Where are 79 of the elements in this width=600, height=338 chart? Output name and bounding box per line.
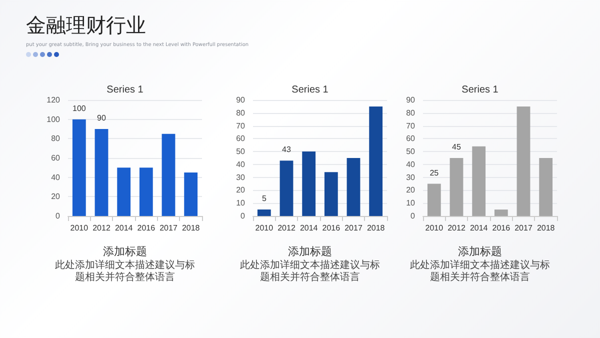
y-tick-label: 80 <box>406 108 416 118</box>
y-tick-label: 90 <box>236 96 246 104</box>
y-tick-label: 100 <box>46 114 61 124</box>
y-tick-label: 10 <box>236 198 246 208</box>
data-label: 43 <box>282 145 292 154</box>
x-tick-label: 2014 <box>114 224 134 232</box>
bar <box>494 210 508 216</box>
x-tick-label: 2012 <box>92 224 111 232</box>
bar <box>117 168 131 216</box>
x-tick-label: 2010 <box>70 224 89 232</box>
x-tick-label: 2017 <box>160 224 178 232</box>
data-label: 90 <box>97 114 106 122</box>
bar <box>324 172 338 216</box>
y-tick-label: 70 <box>406 121 416 130</box>
bar <box>94 129 108 216</box>
y-tick-label: 0 <box>410 212 416 220</box>
y-tick-label: 90 <box>406 96 416 104</box>
y-tick-label: 120 <box>46 96 61 104</box>
bar <box>450 158 464 216</box>
x-tick-label: 2018 <box>366 224 386 232</box>
bar <box>280 160 294 216</box>
data-label: 45 <box>452 142 462 152</box>
x-tick-label: 2016 <box>137 224 156 232</box>
bar <box>539 158 553 216</box>
bar <box>516 106 530 216</box>
x-tick-label: 2010 <box>255 224 274 232</box>
y-tick-label: 80 <box>236 108 246 118</box>
y-tick-label: 40 <box>236 160 246 169</box>
x-tick-label: 2017 <box>344 224 363 232</box>
x-tick-label: 2012 <box>278 224 296 232</box>
bar <box>302 152 316 216</box>
y-tick-label: 20 <box>406 186 416 195</box>
bar <box>72 119 86 216</box>
y-tick-label: 40 <box>51 172 61 182</box>
x-tick-label: 2014 <box>300 224 318 232</box>
bar <box>472 146 486 216</box>
x-tick-label: 2017 <box>514 224 533 232</box>
y-tick-label: 0 <box>56 212 61 220</box>
x-tick-label: 2010 <box>425 224 444 232</box>
y-tick-label: 60 <box>51 154 61 162</box>
data-label: 5 <box>262 194 267 204</box>
x-tick-label: 2018 <box>536 224 556 232</box>
y-tick-label: 70 <box>236 121 246 130</box>
data-label: 25 <box>430 168 440 178</box>
text: 金融理财行业 <box>26 12 147 39</box>
y-tick-label: 20 <box>51 192 61 202</box>
y-tick-label: 10 <box>406 198 416 208</box>
x-tick-label: 2018 <box>182 224 200 232</box>
y-tick-label: 30 <box>236 172 246 182</box>
y-tick-label: 30 <box>406 172 416 182</box>
text: 添加标题 <box>102 244 148 259</box>
bar <box>139 168 153 216</box>
bar <box>346 158 360 216</box>
y-tick-label: 40 <box>406 160 416 169</box>
bar <box>162 134 176 216</box>
y-tick-label: 0 <box>240 212 246 220</box>
x-tick-label: 2016 <box>322 224 341 232</box>
y-tick-label: 20 <box>236 186 246 195</box>
x-tick-label: 2014 <box>470 224 488 232</box>
y-tick-label: 50 <box>236 147 246 156</box>
chart-title: Series 1 <box>462 84 499 96</box>
bar <box>184 172 198 216</box>
text: 此处添加详细文本描述建议与标题相关并符合整体语言 <box>54 260 196 284</box>
bar <box>427 184 441 216</box>
y-tick-label: 60 <box>236 134 246 144</box>
y-tick-label: 80 <box>51 134 61 144</box>
y-tick-label: 50 <box>406 147 416 156</box>
chart-title: Series 1 <box>292 84 329 96</box>
bar <box>369 106 383 216</box>
x-tick-label: 2016 <box>492 224 511 232</box>
text: 此处添加详细文本描述建议与标题相关并符合整体语言 <box>239 260 381 284</box>
chart-title: Series 1 <box>106 84 144 96</box>
text: 添加标题 <box>457 244 503 259</box>
bar <box>257 210 271 216</box>
text: 添加标题 <box>287 244 333 259</box>
data-label: 100 <box>72 104 86 113</box>
y-tick-label: 60 <box>406 134 416 144</box>
text: 此处添加详细文本描述建议与标题相关并符合整体语言 <box>409 260 551 284</box>
x-tick-label: 2012 <box>448 224 466 232</box>
